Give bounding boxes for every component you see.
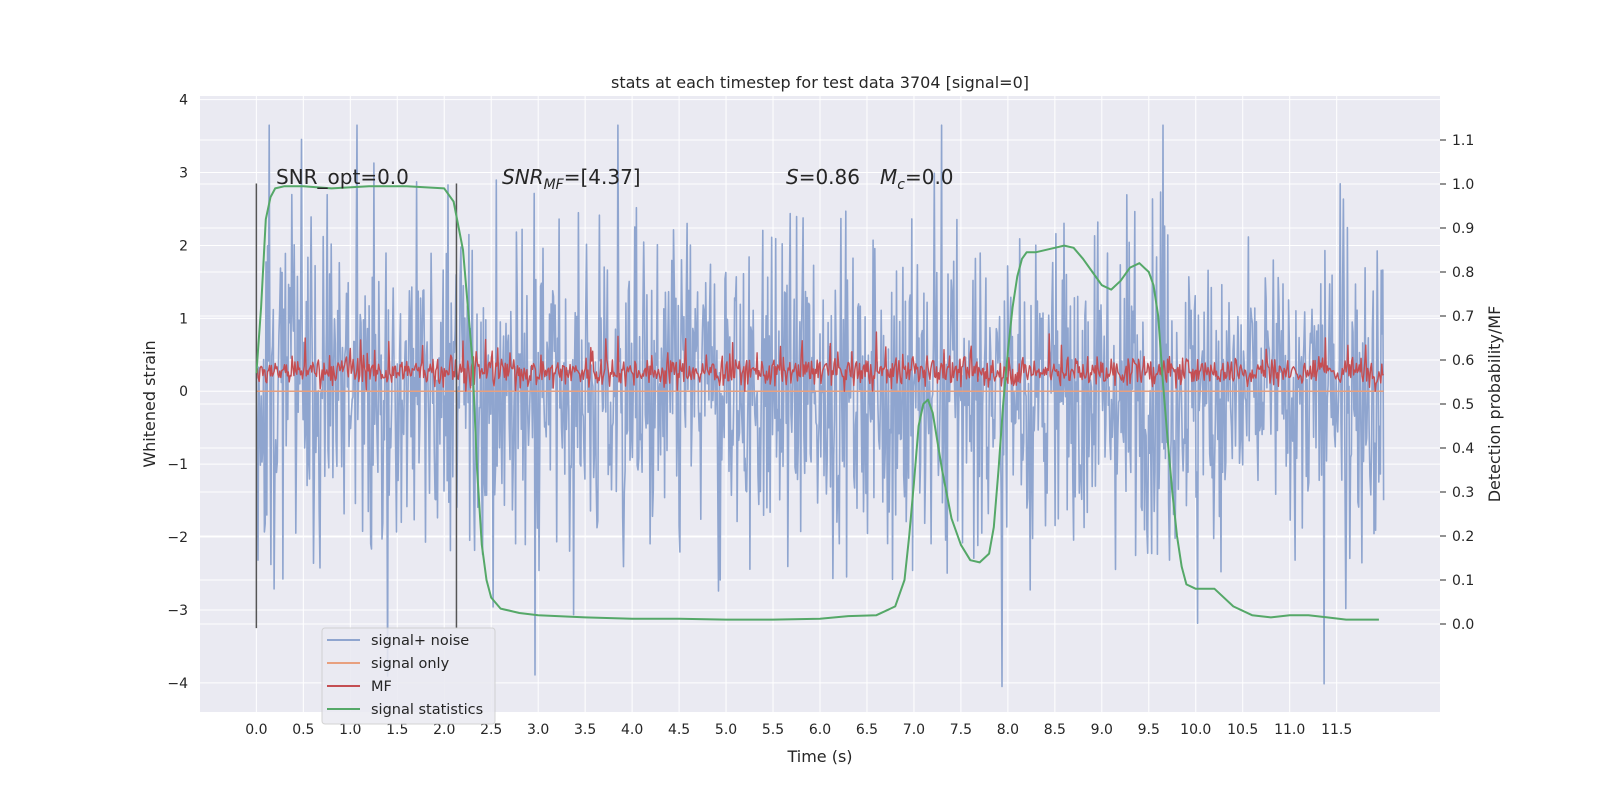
mf-line (256, 331, 1384, 392)
signal-statistics-line (255, 185, 1379, 621)
x-tick-label: 8.0 (997, 722, 1019, 738)
snr-mf-value: =[4.37] (564, 165, 641, 189)
y-left-tick-label: −2 (167, 530, 188, 546)
y-right-tick-label: 1.0 (1452, 177, 1474, 193)
y-axis-right-label: Detection probability/MF (1485, 306, 1504, 503)
x-tick-label: 2.0 (433, 722, 455, 738)
y-left-tick-label: 0 (179, 384, 188, 400)
y-right-tick-label: 0.6 (1452, 353, 1474, 369)
y-right-tick-label: 0.8 (1452, 265, 1474, 281)
snr-mf-subscript: MF (544, 177, 565, 193)
y-right-tick-label: 0.5 (1452, 397, 1474, 413)
mf-series (256, 331, 1384, 392)
signal-plus-noise-series (255, 124, 1385, 688)
s-symbol: S (786, 165, 799, 189)
x-tick-label: 10.5 (1227, 722, 1258, 738)
x-tick-label: 3.5 (574, 722, 596, 738)
x-axis-ticks: 0.0 0.5 1.0 1.5 2.0 2.5 3.0 3.5 4.0 4.5 5.0 5.5 6.0 6… (245, 722, 1352, 738)
x-tick-label: 2.5 (480, 722, 502, 738)
y-axis-left-label: Whitened strain (140, 340, 159, 467)
x-tick-label: 4.5 (668, 722, 690, 738)
chart-title: stats at each timestep for test data 370… (611, 73, 1029, 92)
y-right-tick-label: 0.1 (1452, 573, 1474, 589)
signal-statistics-series (255, 185, 1379, 621)
y-right-tick-label: 1.1 (1452, 133, 1474, 149)
window-markers (255, 183, 458, 629)
mc-symbol: M (880, 165, 897, 189)
x-tick-label: 7.0 (903, 722, 925, 738)
mc-annotation: Mc=0.0 (880, 165, 954, 193)
y-left-tick-label: 1 (179, 311, 188, 327)
x-tick-label: 0.0 (245, 722, 267, 738)
x-tick-label: 5.0 (715, 722, 737, 738)
x-tick-label: 5.5 (762, 722, 784, 738)
mc-value: =0.0 (905, 165, 954, 189)
y-right-tick-label: 0.3 (1452, 485, 1474, 501)
snr-opt-annotation: SNR_opt=0.0 (276, 165, 409, 189)
x-axis-label: Time (s) (786, 747, 852, 766)
y-left-tick-label: −4 (167, 676, 188, 692)
s-annotation: S=0.86 (786, 165, 860, 189)
x-tick-label: 11.0 (1274, 722, 1305, 738)
x-tick-label: 1.5 (386, 722, 408, 738)
snr-mf-annotation: SNRMF=[4.37] (502, 165, 641, 193)
y-axis-left-ticks: 4 3 2 1 0 −1 −2 −3 −4 (167, 93, 188, 692)
legend-label-signal-only: signal only (371, 656, 450, 672)
x-tick-label: 1.0 (339, 722, 361, 738)
x-tick-label: 8.5 (1044, 722, 1066, 738)
snr-mf-symbol: SNR (502, 165, 544, 189)
legend-label-signal-statistics: signal statistics (371, 702, 483, 718)
x-tick-label: 0.5 (292, 722, 314, 738)
x-tick-label: 9.5 (1138, 722, 1160, 738)
y-left-tick-label: 2 (179, 238, 188, 254)
x-tick-label: 7.5 (950, 722, 972, 738)
y-right-tick-label: 0.9 (1452, 221, 1474, 237)
y-right-tick-label: 0.2 (1452, 529, 1474, 545)
mc-subscript: c (897, 177, 905, 193)
signal-plus-noise-line (255, 124, 1385, 688)
x-tick-label: 9.0 (1091, 722, 1113, 738)
legend-label-mf: MF (371, 679, 392, 695)
y-left-tick-label: 4 (179, 93, 188, 109)
y-right-tick-label: 0.7 (1452, 309, 1474, 325)
y-left-tick-label: 3 (179, 166, 188, 182)
y-right-tick-label: 0.0 (1452, 617, 1474, 633)
s-value: =0.86 (799, 165, 860, 189)
y-left-tick-label: −3 (167, 603, 188, 619)
x-tick-label: 4.0 (621, 722, 643, 738)
legend: signal+ noise signal only MF signal stat… (321, 627, 496, 725)
x-tick-label: 11.5 (1321, 722, 1352, 738)
legend-box (321, 627, 496, 725)
x-tick-label: 3.0 (527, 722, 549, 738)
y-axis-right-ticks: 1.1 1.0 0.9 0.8 0.7 0.6 0.5 0.4 0.3 0.2 0.1 0.0 (1440, 133, 1474, 633)
x-tick-label: 10.0 (1180, 722, 1211, 738)
y-left-tick-label: −1 (167, 457, 188, 473)
x-tick-label: 6.0 (809, 722, 831, 738)
x-tick-label: 6.5 (856, 722, 878, 738)
legend-label-signal-plus-noise: signal+ noise (371, 633, 469, 649)
y-right-tick-label: 0.4 (1452, 441, 1474, 457)
